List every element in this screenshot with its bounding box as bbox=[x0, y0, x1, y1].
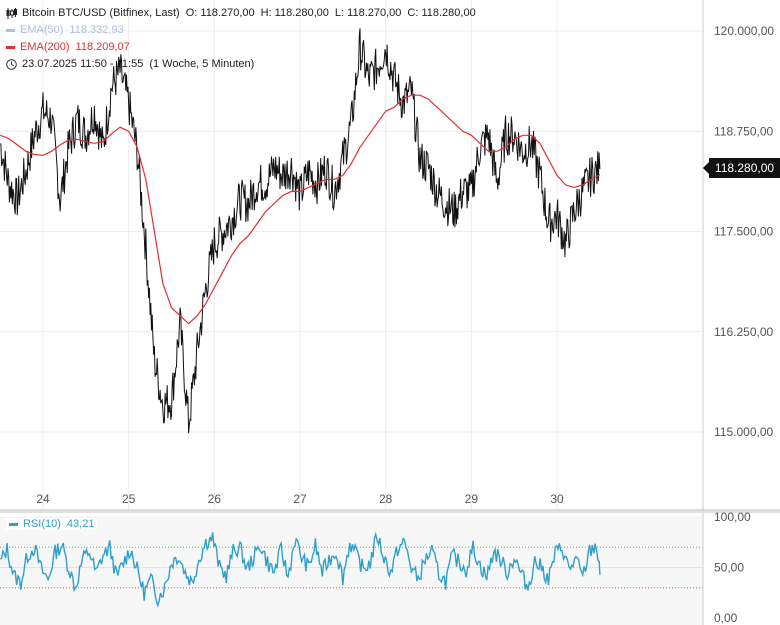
rsi-panel bbox=[0, 516, 703, 625]
last-price-tag: 118.280,00 bbox=[703, 158, 780, 178]
x-tick-label: 25 bbox=[122, 492, 136, 506]
legend-time-range: 23.07.2025 11:50 - 11:55 bbox=[22, 58, 144, 70]
legend-high: H: 118.280,00 bbox=[260, 7, 329, 19]
x-tick-label: 29 bbox=[465, 492, 479, 506]
rsi-y-tick-label: 50,00 bbox=[714, 561, 744, 575]
legend-low: L: 118.270,00 bbox=[334, 7, 402, 19]
price-y-tick-label: 118.750,00 bbox=[714, 124, 773, 138]
rsi-background bbox=[0, 516, 703, 625]
series-line-rsi bbox=[0, 531, 601, 608]
ema50-swatch bbox=[6, 29, 15, 32]
legend-instrument-row: Bitcoin BTC/USD (Bitfinex, Last) O: 118.… bbox=[6, 5, 476, 22]
price-y-tick-label: 116.250,00 bbox=[714, 325, 773, 339]
legend-ema50-value: 118.332,93 bbox=[69, 24, 124, 36]
legend-time-row: 23.07.2025 11:50 - 11:55 (1 Woche, 5 Min… bbox=[6, 56, 476, 73]
rsi-y-tick-label: 100,00 bbox=[714, 510, 751, 524]
x-tick-label: 28 bbox=[379, 492, 393, 506]
rsi-legend[interactable]: RSI(10) 43,21 bbox=[6, 518, 98, 530]
legend-instrument: Bitcoin BTC/USD (Bitfinex, Last) bbox=[22, 7, 180, 19]
clock-icon bbox=[6, 59, 17, 70]
price-y-tick-label: 115.000,00 bbox=[714, 425, 773, 439]
series-line-ema200 bbox=[0, 94, 601, 325]
legend-ema50-label: EMA(50) bbox=[20, 24, 64, 36]
x-tick-label: 30 bbox=[550, 492, 564, 506]
rsi-value: 43,21 bbox=[66, 518, 95, 530]
rsi-swatch bbox=[9, 522, 18, 526]
legend-ema200-value: 118.209,07 bbox=[75, 41, 130, 53]
legend-close: C: 118.280,00 bbox=[407, 7, 476, 19]
legend-ema200-label: EMA(200) bbox=[20, 41, 70, 53]
legend-ema50-row[interactable]: EMA(50) 118.332,93 bbox=[6, 22, 476, 39]
x-tick-label: 24 bbox=[36, 492, 50, 506]
ema200-swatch bbox=[6, 46, 15, 49]
candlestick-icon bbox=[6, 8, 17, 19]
chart-legend: Bitcoin BTC/USD (Bitfinex, Last) O: 118.… bbox=[6, 5, 476, 73]
legend-period: (1 Woche, 5 Minuten) bbox=[149, 58, 255, 70]
legend-open: O: 118.270,00 bbox=[185, 7, 255, 19]
price-y-tick-label: 117.500,00 bbox=[714, 225, 773, 239]
rsi-label: RSI(10) bbox=[23, 518, 61, 530]
series-line-price bbox=[0, 28, 601, 434]
x-tick-label: 27 bbox=[293, 492, 307, 506]
x-tick-label: 26 bbox=[208, 492, 222, 506]
legend-ema200-row[interactable]: EMA(200) 118.209,07 bbox=[6, 39, 476, 56]
rsi-y-tick-label: 0,00 bbox=[714, 611, 738, 625]
price-series-layer bbox=[0, 28, 601, 608]
price-y-tick-label: 120.000,00 bbox=[714, 24, 774, 38]
